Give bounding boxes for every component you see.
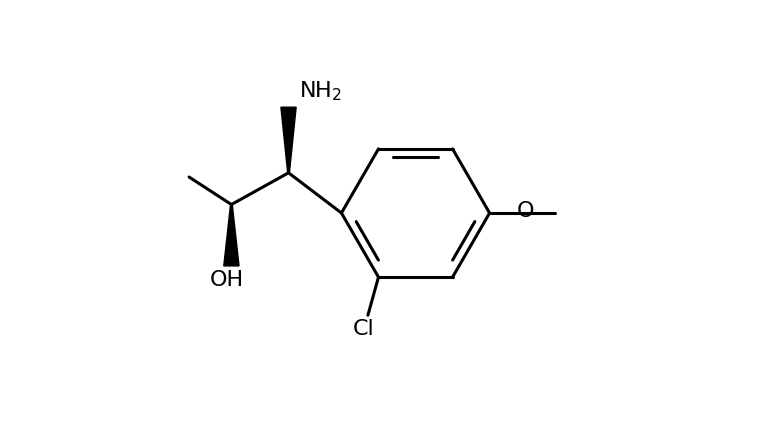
Polygon shape [281, 107, 296, 173]
Text: O: O [517, 201, 535, 221]
Text: NH$_2$: NH$_2$ [299, 79, 342, 103]
Polygon shape [223, 204, 239, 266]
Text: Cl: Cl [353, 320, 375, 340]
Text: OH: OH [210, 270, 244, 290]
